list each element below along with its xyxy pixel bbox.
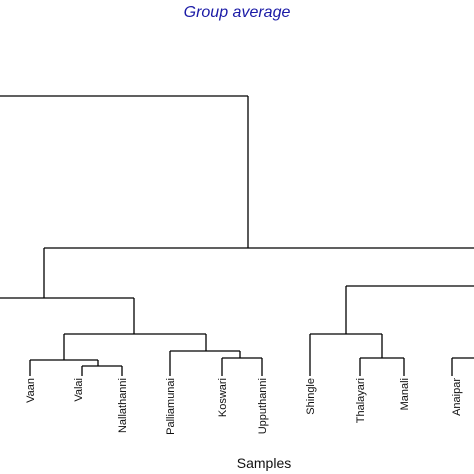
leaf-label: Valai xyxy=(73,378,85,402)
leaf-label: Upputhanni xyxy=(257,378,269,434)
leaf-label: Nallathanni xyxy=(117,378,129,433)
leaf-label: Thalayari xyxy=(355,378,367,423)
leaf-label: Koswari xyxy=(217,378,229,417)
plot-title: Group average xyxy=(183,4,291,21)
leaf-label: Anaipar xyxy=(451,378,463,416)
leaf-labels: Vaan Valai Nallathanni Palliamunai Koswari Up… xyxy=(25,378,463,435)
leaf-label: Palliamunai xyxy=(165,378,177,435)
leaf-label: Shingle xyxy=(305,378,317,415)
leaf-label: Manali xyxy=(399,378,411,410)
leaf-label: Vaan xyxy=(25,378,37,403)
dendrogram-branches xyxy=(0,95,474,376)
x-axis-label: Samples xyxy=(236,455,292,471)
